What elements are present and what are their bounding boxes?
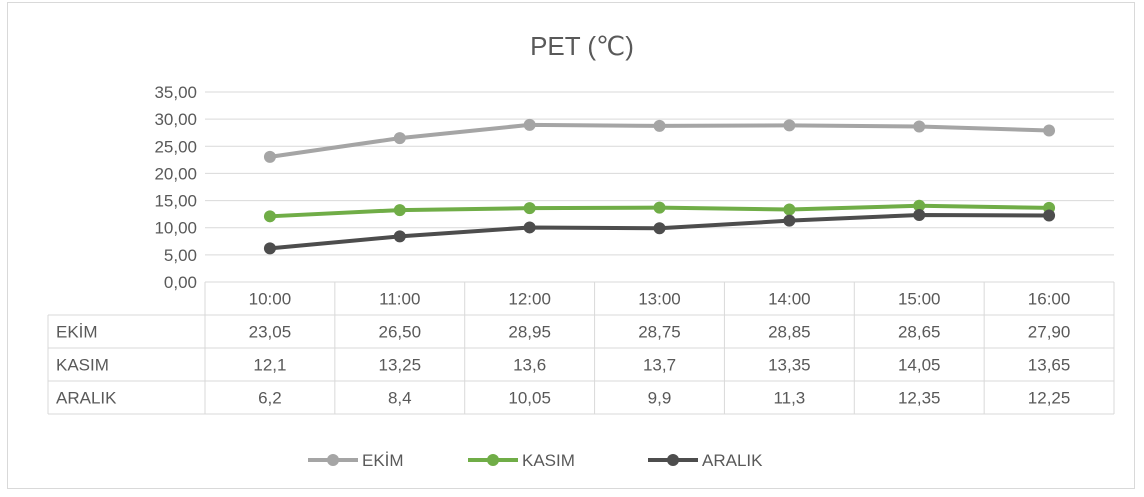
table-series-name: ARALIK: [56, 389, 117, 408]
data-point: [523, 118, 536, 131]
table-value: 28,65: [898, 323, 941, 342]
x-tick-label: 15:00: [898, 290, 941, 309]
data-point: [393, 204, 406, 217]
table-value: 13,6: [513, 356, 546, 375]
table-value: 28,85: [768, 323, 811, 342]
data-point: [263, 210, 276, 223]
table-value: 14,05: [898, 356, 941, 375]
legend-swatch-marker: [667, 454, 679, 466]
table-value: 12,35: [898, 389, 941, 408]
y-axis-ticks: 0,00 5,00 10,00 15,00 20,00 25,00 30,00 35,00: [154, 83, 197, 292]
table-value: 28,95: [508, 323, 551, 342]
x-tick-label: 14:00: [768, 290, 811, 309]
data-point: [653, 201, 666, 214]
legend-label: EKİM: [362, 451, 404, 470]
legend-label: KASIM: [522, 451, 575, 470]
table-value: 6,2: [258, 389, 282, 408]
y-tick-label: 15,00: [154, 192, 197, 211]
table-value: 9,9: [648, 389, 672, 408]
y-tick-label: 20,00: [154, 164, 197, 183]
data-point: [913, 208, 926, 221]
table-value: 12,25: [1028, 389, 1071, 408]
table-value: 27,90: [1028, 323, 1071, 342]
table-value: 13,7: [643, 356, 676, 375]
y-tick-label: 5,00: [164, 246, 197, 265]
data-point: [523, 202, 536, 215]
y-tick-label: 0,00: [164, 273, 197, 292]
data-point: [1043, 124, 1056, 137]
data-point: [263, 242, 276, 255]
table-value: 13,65: [1028, 356, 1071, 375]
data-point: [913, 199, 926, 212]
data-point: [653, 119, 666, 132]
y-tick-label: 10,00: [154, 219, 197, 238]
chart-title: PET (℃): [530, 31, 634, 61]
data-point: [523, 221, 536, 234]
y-tick-label: 25,00: [154, 137, 197, 156]
y-tick-label: 30,00: [154, 110, 197, 129]
table-value: 11,3: [773, 389, 805, 408]
table-value: 8,4: [388, 389, 412, 408]
y-tick-label: 35,00: [154, 83, 197, 102]
legend-swatch-marker: [327, 454, 339, 466]
x-tick-label: 16:00: [1028, 290, 1071, 309]
table-value: 26,50: [379, 323, 422, 342]
table-series-name: EKİM: [56, 323, 98, 342]
table-series-name: KASIM: [56, 356, 109, 375]
data-point: [783, 214, 796, 227]
legend-swatch-marker: [487, 454, 499, 466]
data-point: [263, 150, 276, 163]
x-tick-label: 11:00: [379, 290, 420, 309]
series-lines: [263, 118, 1056, 255]
table-value: 28,75: [638, 323, 681, 342]
data-point: [783, 119, 796, 132]
data-point: [913, 120, 926, 133]
legend-label: ARALIK: [702, 451, 763, 470]
table-value: 13,35: [768, 356, 811, 375]
table-value: 23,05: [249, 323, 292, 342]
data-point: [653, 222, 666, 235]
table-value: 10,05: [508, 389, 551, 408]
data-point: [393, 132, 406, 145]
chart-frame: [7, 2, 1135, 489]
x-tick-label: 12:00: [508, 290, 551, 309]
data-point: [1043, 209, 1056, 222]
x-tick-label: 13:00: [638, 290, 681, 309]
data-point: [783, 203, 796, 216]
table-value: 13,25: [379, 356, 422, 375]
data-table: 10:00 11:00 12:00 13:00 14:00 15:00 16:00 EKİM 2…: [47, 281, 1115, 415]
table-value: 12,1: [253, 356, 286, 375]
legend: EKİM KASIM ARALIK: [308, 451, 763, 470]
x-tick-label: 10:00: [249, 290, 292, 309]
data-point: [393, 230, 406, 243]
